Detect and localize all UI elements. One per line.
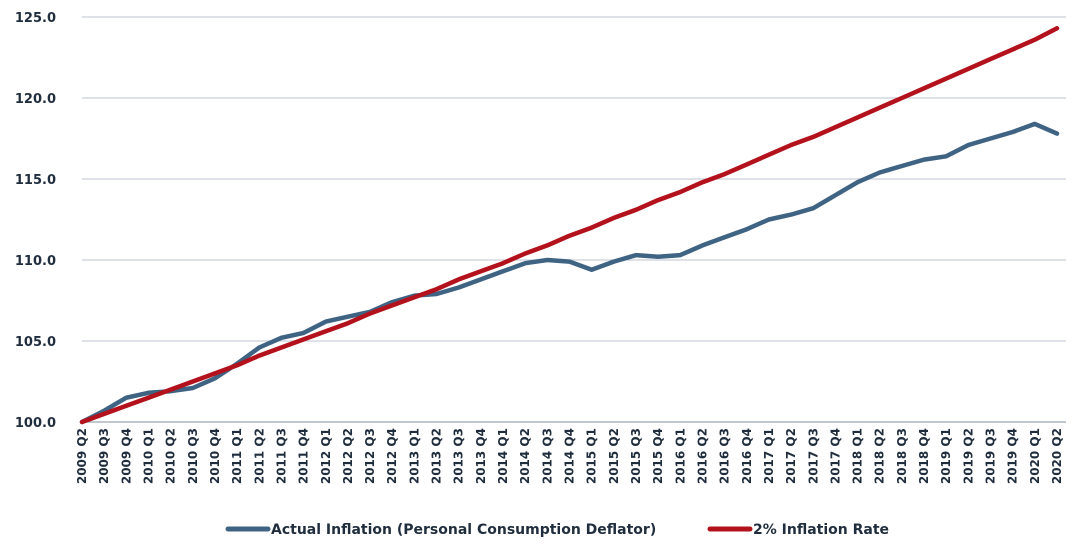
x-tick-label: 2013 Q2 [430, 428, 444, 484]
x-tick-label: 2011 Q2 [252, 428, 266, 484]
x-tick-label: 2018 Q2 [873, 428, 887, 484]
y-tick-label: 120.0 [15, 92, 56, 107]
x-tick-label: 2017 Q4 [828, 428, 842, 484]
x-tick-label: 2010 Q4 [208, 428, 222, 484]
x-tick-label: 2019 Q2 [961, 428, 975, 484]
x-tick-label: 2015 Q4 [651, 428, 665, 484]
x-tick-label: 2012 Q3 [363, 428, 377, 484]
legend: Actual Inflation (Personal Consumption D… [225, 522, 889, 538]
x-tick-label: 2012 Q4 [385, 428, 399, 484]
x-tick-label: 2016 Q1 [673, 428, 687, 484]
x-tick-label: 2019 Q4 [1006, 428, 1020, 484]
x-tick-label: 2009 Q4 [119, 428, 133, 484]
x-tick-label: 2012 Q2 [341, 428, 355, 484]
x-axis-tick-labels: 2009 Q2 2009 Q3 2009 Q4 2010 Q1 2010 Q2 2010 … [75, 428, 1064, 484]
x-tick-label: 2011 Q3 [274, 428, 288, 484]
x-tick-label: 2018 Q3 [895, 428, 909, 484]
x-tick-label: 2011 Q1 [230, 428, 244, 484]
x-tick-label: 2015 Q2 [607, 428, 621, 484]
y-tick-label: 125.0 [15, 11, 56, 26]
x-tick-label: 2018 Q1 [851, 428, 865, 484]
x-tick-label: 2010 Q3 [186, 428, 200, 484]
x-tick-label: 2016 Q4 [740, 428, 754, 484]
x-tick-label: 2013 Q3 [452, 428, 466, 484]
x-tick-label: 2017 Q2 [784, 428, 798, 484]
x-tick-label: 2010 Q2 [164, 428, 178, 484]
x-tick-label: 2011 Q4 [297, 428, 311, 484]
y-axis-tick-labels: 100.0 105.0 110.0 115.0 120.0 125.0 [15, 11, 56, 431]
x-tick-label: 2014 Q4 [563, 428, 577, 484]
x-tick-label: 2020 Q2 [1050, 428, 1064, 484]
y-tick-label: 115.0 [15, 173, 56, 188]
y-tick-label: 105.0 [15, 335, 56, 350]
x-tick-label: 2013 Q4 [474, 428, 488, 484]
x-tick-label: 2014 Q1 [496, 428, 510, 484]
series-line-2pct-inflation [79, 26, 1060, 425]
x-tick-label: 2016 Q3 [718, 428, 732, 484]
x-tick-label: 2019 Q1 [939, 428, 953, 484]
x-tick-label: 2009 Q2 [75, 428, 89, 484]
x-tick-label: 2010 Q1 [141, 428, 155, 484]
y-tick-label: 110.0 [15, 254, 56, 269]
x-tick-label: 2012 Q1 [319, 428, 333, 484]
x-tick-label: 2009 Q3 [97, 428, 111, 484]
x-tick-label: 2018 Q4 [917, 428, 931, 484]
x-tick-label: 2015 Q3 [629, 428, 643, 484]
series-lines [79, 26, 1060, 425]
legend-label-2pct-inflation: 2% Inflation Rate [753, 522, 889, 538]
x-tick-label: 2017 Q3 [806, 428, 820, 484]
gridlines [82, 16, 1066, 423]
x-tick-label: 2014 Q3 [540, 428, 554, 484]
x-tick-label: 2020 Q1 [1028, 428, 1042, 484]
x-tick-label: 2019 Q3 [984, 428, 998, 484]
series-line-actual-inflation [79, 121, 1060, 425]
x-tick-label: 2014 Q2 [518, 428, 532, 484]
y-tick-label: 100.0 [15, 416, 56, 431]
legend-label-actual-inflation: Actual Inflation (Personal Consumption D… [271, 522, 656, 538]
x-tick-label: 2016 Q2 [695, 428, 709, 484]
x-tick-label: 2017 Q1 [762, 428, 776, 484]
x-tick-label: 2013 Q1 [407, 428, 421, 484]
x-tick-label: 2015 Q1 [585, 428, 599, 484]
